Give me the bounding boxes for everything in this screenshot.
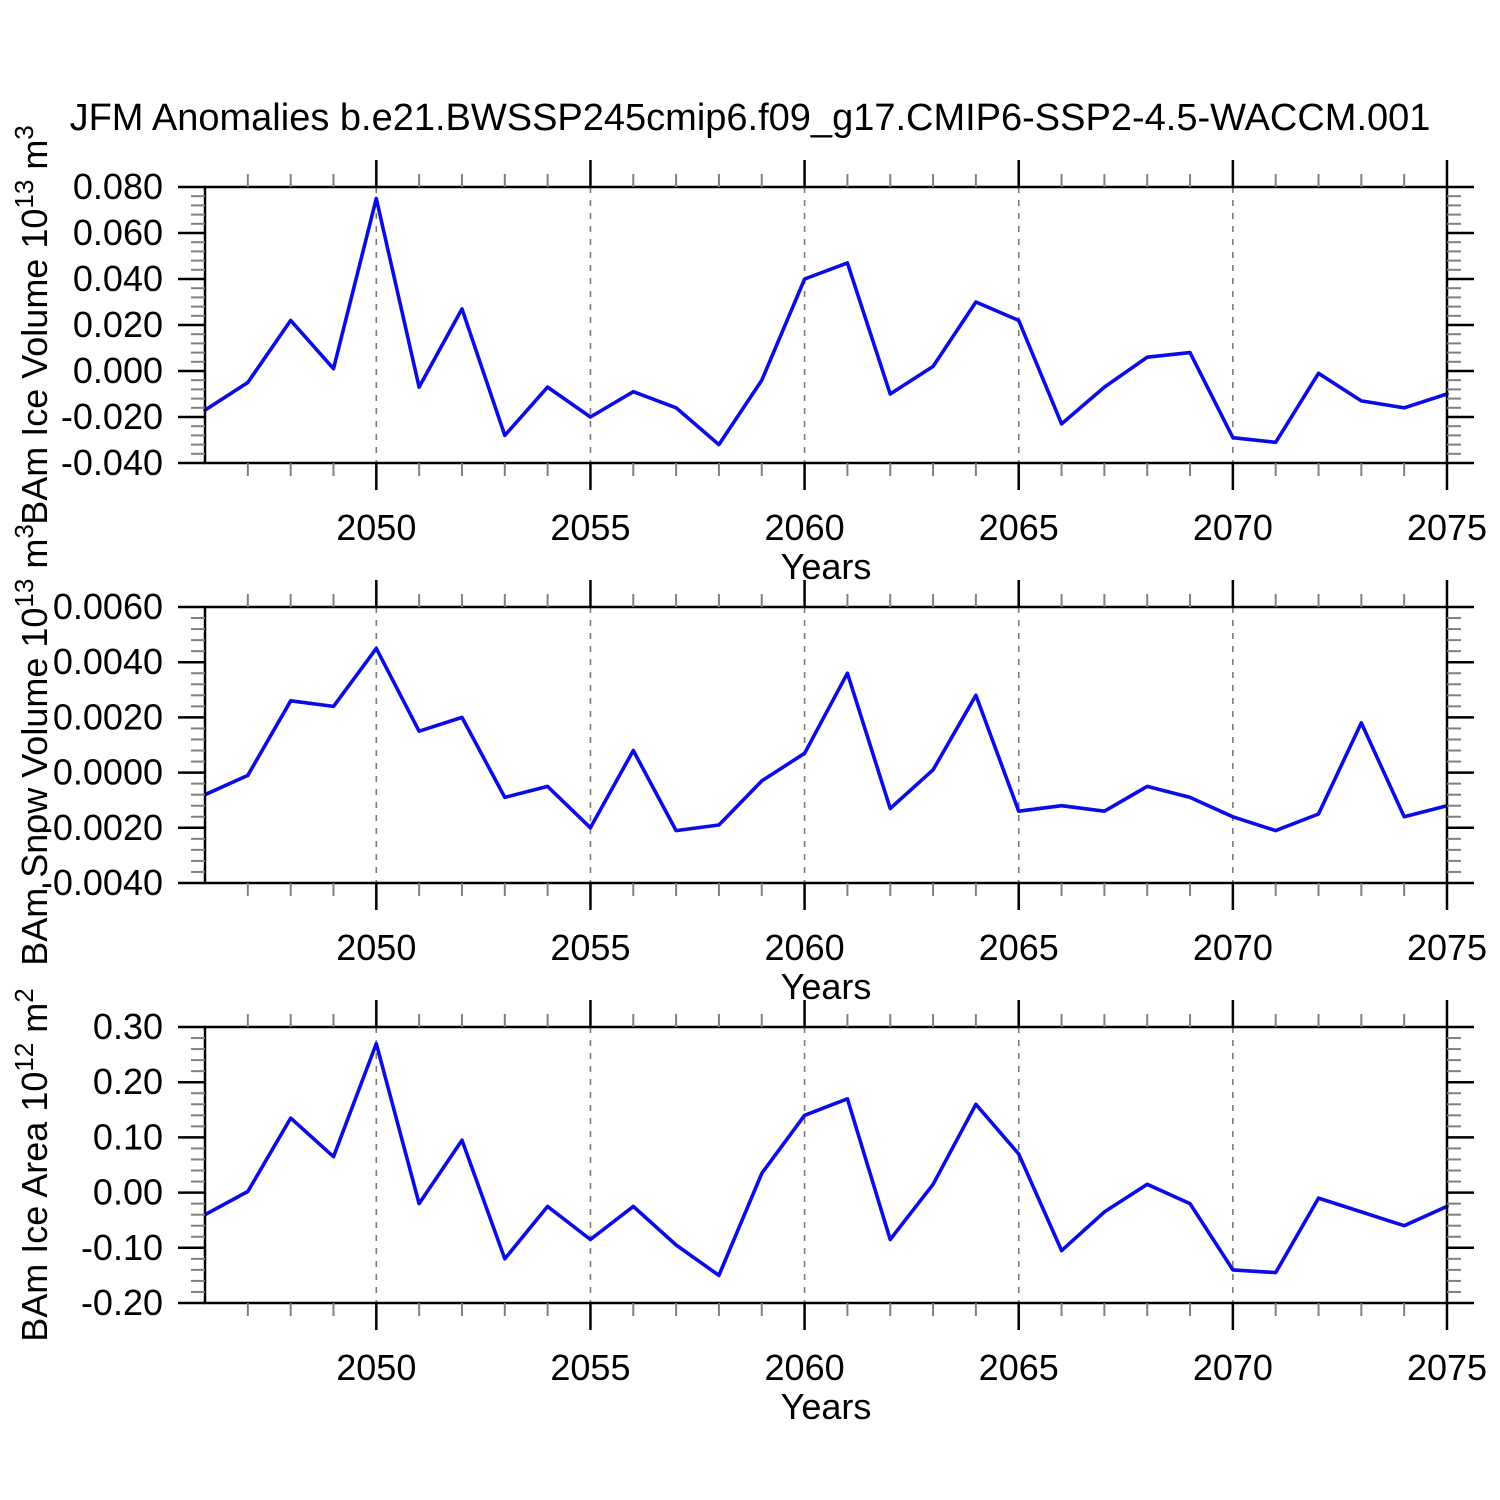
panel-snow-volume: 2050 2055 2060 2065 2070 2075 0.0060 0.0040 0.00… (9, 524, 1487, 1007)
y-tick-label: -0.20 (81, 1282, 163, 1323)
label-text: m (14, 140, 55, 180)
y-tick-label: 0.0040 (53, 641, 163, 682)
y-tick-label: -0.0020 (41, 807, 163, 848)
x-axis-label-years: Years (781, 546, 872, 587)
y-tick-label: 0.020 (73, 304, 163, 345)
y-tick-label: 0.0000 (53, 752, 163, 793)
y-axis-title: BAm Ice Area 1012 m2 (9, 988, 55, 1342)
y-tick-label: 0.00 (93, 1172, 163, 1213)
x-tick-label: 2055 (550, 1347, 630, 1388)
superscript: 3 (9, 524, 39, 538)
plot-frame (203, 1025, 1449, 1305)
x-tick-label: 2075 (1407, 1347, 1487, 1388)
x-tick-label: 2060 (765, 507, 845, 548)
x-tick-label: 2055 (550, 927, 630, 968)
x-tick-label: 2050 (336, 507, 416, 548)
y-tick-label: 0.20 (93, 1061, 163, 1102)
x-tick-label: 2055 (550, 507, 630, 548)
y-tick-label: 0.000 (73, 350, 163, 391)
x-tick-label: 2075 (1407, 927, 1487, 968)
x-tick-label: 2075 (1407, 507, 1487, 548)
y-tick-label: 0.060 (73, 212, 163, 253)
y-axis-title: BAm Ice Volume 1013 m3 (9, 125, 55, 525)
label-text: BAm Ice Volume 10 (14, 209, 55, 525)
x-tick-label: 2065 (979, 1347, 1059, 1388)
superscript: 13 (9, 579, 39, 608)
x-tick-label: 2050 (336, 927, 416, 968)
y-tick-label: -0.020 (61, 396, 163, 437)
label-text: m (14, 1003, 55, 1043)
superscript: 12 (9, 1043, 39, 1072)
superscript: 3 (9, 125, 39, 139)
superscript: 2 (9, 988, 39, 1002)
y-tick-label: -0.040 (61, 442, 163, 483)
panel-ice-volume: 2050 2055 2060 2065 2070 2075 0.080 0.060 0.040 0… (9, 125, 1487, 587)
panel-ice-area: 2050 2055 2060 2065 2070 2075 0.30 0.20 0.10 0.00… (9, 988, 1487, 1427)
y-axis-title: BAm Snow Volume 1013 m3 (9, 524, 55, 966)
plot-frame (203, 605, 1449, 885)
x-tick-label: 2050 (336, 1347, 416, 1388)
y-tick-label: 0.0020 (53, 696, 163, 737)
x-axis-label-years: Years (781, 966, 872, 1007)
y-tick-label: -0.10 (81, 1227, 163, 1268)
y-tick-label: -0.0040 (41, 862, 163, 903)
y-tick-label: 0.0060 (53, 586, 163, 627)
figure-title: JFM Anomalies b.e21.BWSSP245cmip6.f09_g1… (69, 97, 1431, 139)
x-tick-label: 2060 (765, 927, 845, 968)
x-tick-label: 2065 (979, 927, 1059, 968)
label-text: BAm Snow Volume 10 (14, 608, 55, 966)
x-tick-label: 2070 (1193, 1347, 1273, 1388)
snow-volume-data-line (203, 646, 1449, 833)
y-tick-label: 0.080 (73, 166, 163, 207)
y-tick-label: 0.10 (93, 1116, 163, 1157)
ice-volume-data-line (203, 196, 1449, 447)
x-tick-label: 2070 (1193, 507, 1273, 548)
y-tick-label: 0.040 (73, 258, 163, 299)
x-tick-label: 2060 (765, 1347, 845, 1388)
label-text: BAm Ice Area 10 (14, 1072, 55, 1342)
superscript: 13 (9, 180, 39, 209)
x-tick-label: 2065 (979, 507, 1059, 548)
label-text: m (14, 539, 55, 579)
plot-frame (203, 185, 1449, 465)
y-tick-label: 0.30 (93, 1006, 163, 1047)
ice-area-data-line (203, 1041, 1449, 1278)
x-tick-label: 2070 (1193, 927, 1273, 968)
x-axis-label-years: Years (781, 1386, 872, 1427)
